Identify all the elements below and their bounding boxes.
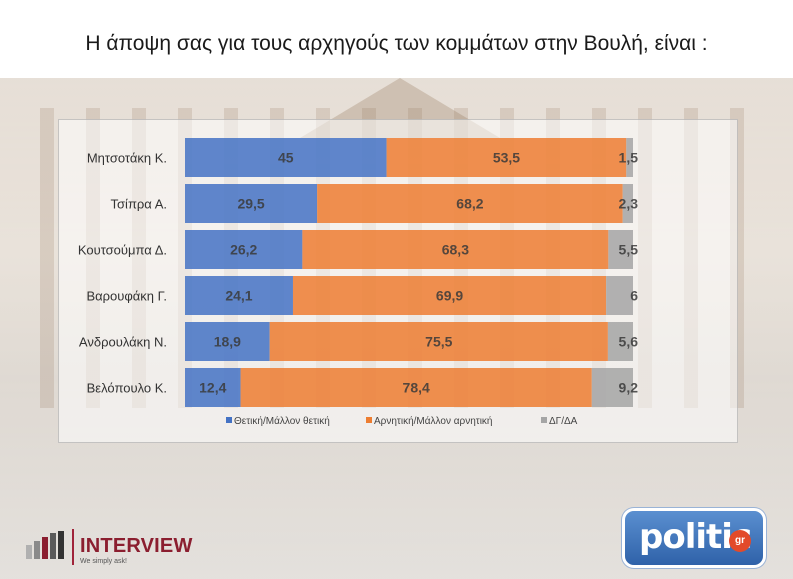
data-label: 26,2 [230, 242, 257, 258]
interview-logo-text: INTERVIEW [80, 535, 193, 557]
legend-label: Θετική/Μάλλον θετική [234, 415, 330, 427]
bar-segment-negative [302, 230, 609, 269]
interview-logo: INTERVIEW We simply ask! [24, 527, 204, 571]
bar-segment-positive [185, 184, 318, 223]
data-label: 68,3 [442, 242, 469, 258]
bar-segment-positive [185, 230, 303, 269]
category-label: Ανδρουλάκη Ν. [79, 335, 167, 350]
data-label: 45 [278, 150, 294, 166]
bar-segment-dk [606, 276, 633, 315]
data-label: 29,5 [237, 196, 264, 212]
bar-segment-dk [607, 322, 633, 361]
bar-segment-positive [185, 138, 387, 177]
data-label: 18,9 [214, 334, 241, 350]
bar-segment-positive [185, 276, 293, 315]
bar-segment-positive [185, 368, 241, 407]
bar-segment-negative [317, 184, 623, 223]
bar-segment-negative [292, 276, 607, 315]
politic-logo-badge: gr [729, 530, 751, 552]
data-label: 75,5 [425, 334, 452, 350]
category-label: Κουτσούμπα Δ. [78, 243, 167, 258]
category-label: Βελόπουλο Κ. [87, 381, 167, 396]
category-label: Βαρουφάκη Γ. [86, 289, 167, 304]
legend-label: Αρνητική/Μάλλον αρνητική [374, 415, 493, 427]
page-title: Η άποψη σας για τους αρχηγούς των κομμάτ… [85, 32, 708, 55]
data-label: 6 [630, 288, 638, 304]
data-label: 68,2 [456, 196, 483, 212]
bar-segment-positive [185, 322, 270, 361]
politic-logo: politic gr [625, 511, 763, 565]
data-label: 1,5 [619, 150, 639, 166]
data-label: 5,5 [619, 242, 639, 258]
legend-swatch [226, 417, 232, 423]
legend-label: ΔΓ/ΔΑ [549, 416, 578, 427]
bar-segment-dk [591, 368, 633, 407]
data-label: 2,3 [619, 196, 639, 212]
legend-swatch [366, 417, 372, 423]
data-label: 53,5 [493, 150, 520, 166]
interview-logo-tagline: We simply ask! [80, 558, 127, 565]
data-label: 12,4 [199, 380, 226, 396]
bar-segment-dk [622, 184, 633, 223]
interview-logo-separator [72, 529, 74, 565]
bar-segment-negative [386, 138, 627, 177]
bar-segment-dk [626, 138, 633, 177]
bar-segment-negative [269, 322, 608, 361]
bar-segment-negative [240, 368, 592, 407]
data-label: 5,6 [619, 334, 639, 350]
legend-swatch [541, 417, 547, 423]
category-label: Τσίπρα Α. [111, 197, 167, 212]
data-label: 24,1 [225, 288, 252, 304]
data-label: 78,4 [403, 380, 430, 396]
bar-segment-dk [608, 230, 633, 269]
category-label: Μητσοτάκη Κ. [87, 151, 167, 166]
data-label: 9,2 [619, 380, 639, 396]
data-label: 69,9 [436, 288, 463, 304]
interview-logo-icon [26, 531, 64, 559]
